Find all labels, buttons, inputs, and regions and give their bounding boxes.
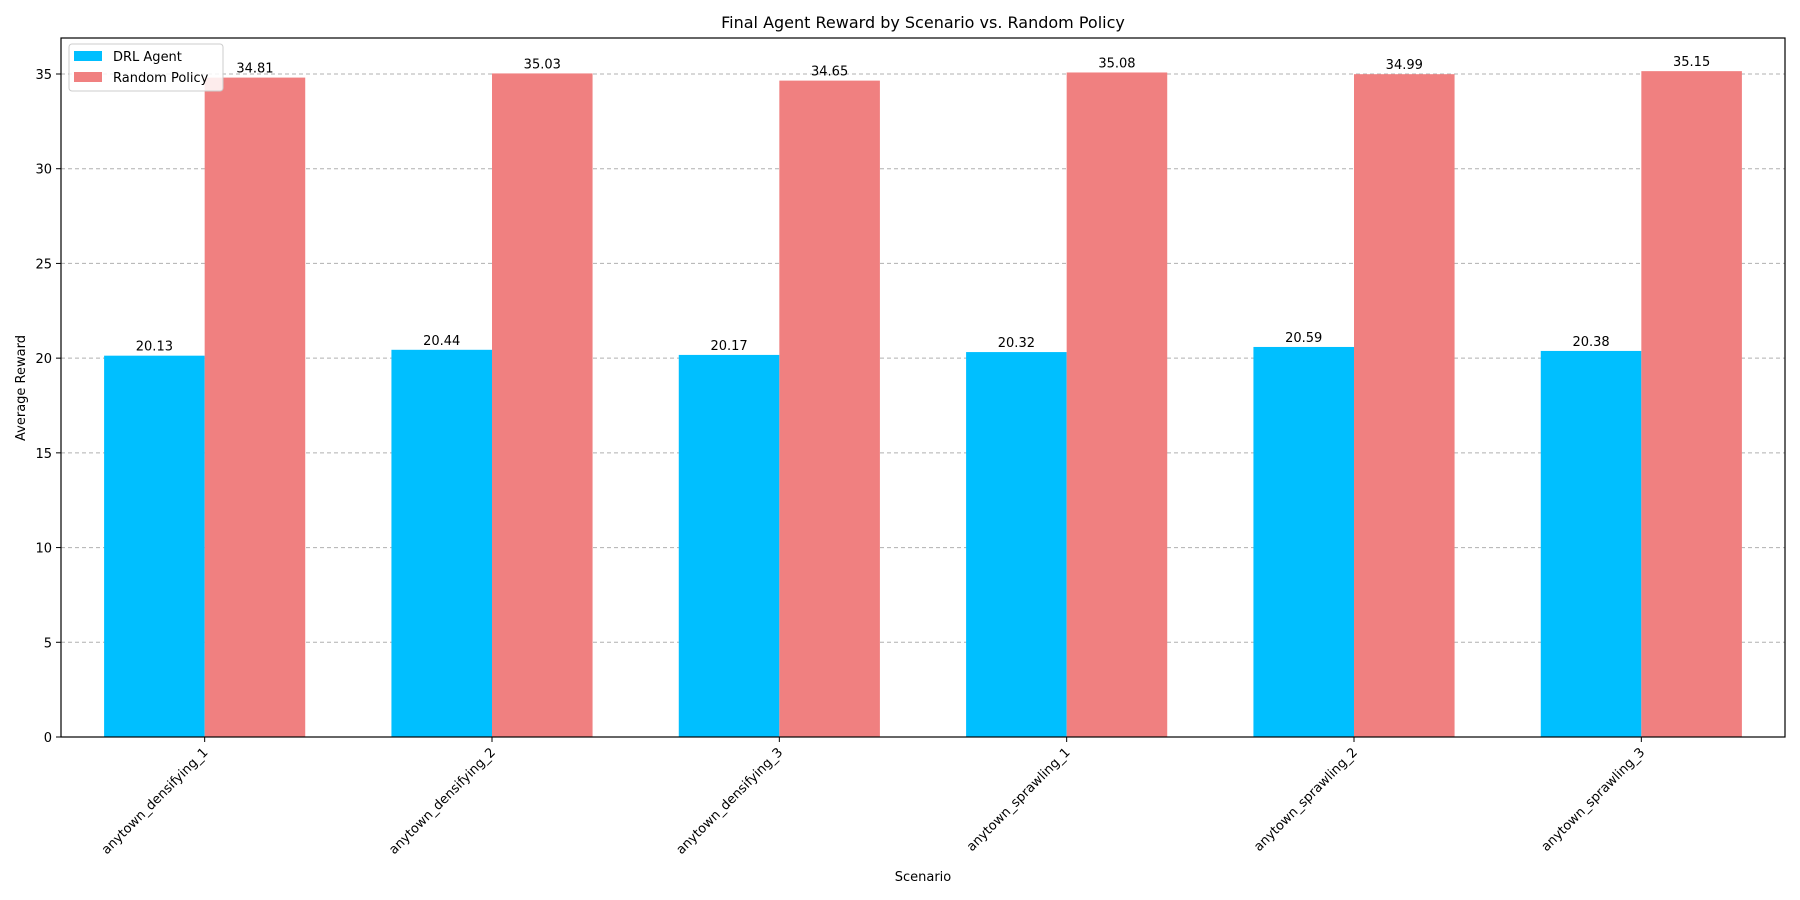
bar-random-policy bbox=[204, 77, 306, 737]
bar-drl-agent bbox=[104, 355, 205, 737]
bar-drl-agent bbox=[391, 349, 492, 737]
x-tick-label: anytown_densifying_3 bbox=[674, 745, 787, 858]
bar-drl-agent bbox=[678, 354, 780, 737]
legend-swatch bbox=[74, 72, 102, 82]
x-axis-ticks: anytown_densifying_1 anytown_densifying_2… bbox=[99, 737, 1648, 858]
data-label: 20.32 bbox=[998, 336, 1035, 351]
y-tick-label: 5 bbox=[44, 636, 52, 651]
x-tick-label: anytown_densifying_2 bbox=[386, 745, 499, 858]
data-label: 34.81 bbox=[236, 62, 273, 77]
y-tick-label: 25 bbox=[35, 257, 52, 272]
legend: DRL Agent Random Policy bbox=[68, 43, 224, 92]
data-label: 35.15 bbox=[1673, 55, 1710, 70]
bar-random-policy bbox=[1066, 72, 1168, 737]
bar-random-policy bbox=[779, 80, 880, 737]
chart-title: Final Agent Reward by Scenario vs. Rando… bbox=[721, 13, 1125, 32]
y-tick-label: 35 bbox=[35, 68, 52, 83]
legend-label: DRL Agent bbox=[113, 50, 182, 65]
x-tick-label: anytown_sprawling_2 bbox=[1251, 745, 1360, 854]
data-label: 20.13 bbox=[136, 340, 173, 355]
data-label: 20.59 bbox=[1285, 331, 1322, 346]
data-label: 20.17 bbox=[710, 339, 747, 354]
y-tick-label: 30 bbox=[35, 163, 52, 178]
legend-box bbox=[68, 43, 224, 92]
y-tick-label: 15 bbox=[35, 447, 52, 462]
x-axis-label: Scenario bbox=[895, 870, 952, 885]
data-label: 34.65 bbox=[811, 65, 848, 80]
bars bbox=[104, 71, 1742, 738]
data-label: 20.38 bbox=[1572, 335, 1609, 350]
x-tick-label: anytown_sprawling_1 bbox=[964, 745, 1073, 854]
data-label: 34.99 bbox=[1386, 58, 1423, 73]
grid-lines bbox=[61, 73, 1785, 643]
plot-frame bbox=[60, 37, 1786, 738]
legend-swatch bbox=[74, 51, 102, 61]
y-tick-label: 0 bbox=[44, 731, 52, 746]
y-axis-label: Average Reward bbox=[14, 335, 29, 441]
legend-label: Random Policy bbox=[113, 71, 209, 86]
y-tick-label: 10 bbox=[35, 542, 52, 557]
bar-random-policy bbox=[492, 73, 593, 737]
bar-drl-agent bbox=[1540, 350, 1642, 737]
data-label: 20.44 bbox=[423, 334, 460, 349]
data-labels: 20.13 34.81 20.44 35.03 20.17 34.65 20.32 35.08… bbox=[136, 55, 1710, 355]
data-label: 35.03 bbox=[524, 57, 561, 72]
x-tick-label: anytown_sprawling_3 bbox=[1539, 745, 1648, 854]
bar-random-policy bbox=[1641, 71, 1742, 738]
data-label: 35.08 bbox=[1098, 56, 1135, 71]
y-axis-ticks: 0 5 10 15 20 25 30 35 bbox=[35, 68, 61, 746]
bar-drl-agent bbox=[1253, 346, 1354, 737]
bar-drl-agent bbox=[966, 352, 1067, 737]
y-tick-label: 20 bbox=[35, 352, 52, 367]
x-tick-label: anytown_densifying_1 bbox=[99, 745, 212, 858]
bar-random-policy bbox=[1354, 74, 1455, 738]
